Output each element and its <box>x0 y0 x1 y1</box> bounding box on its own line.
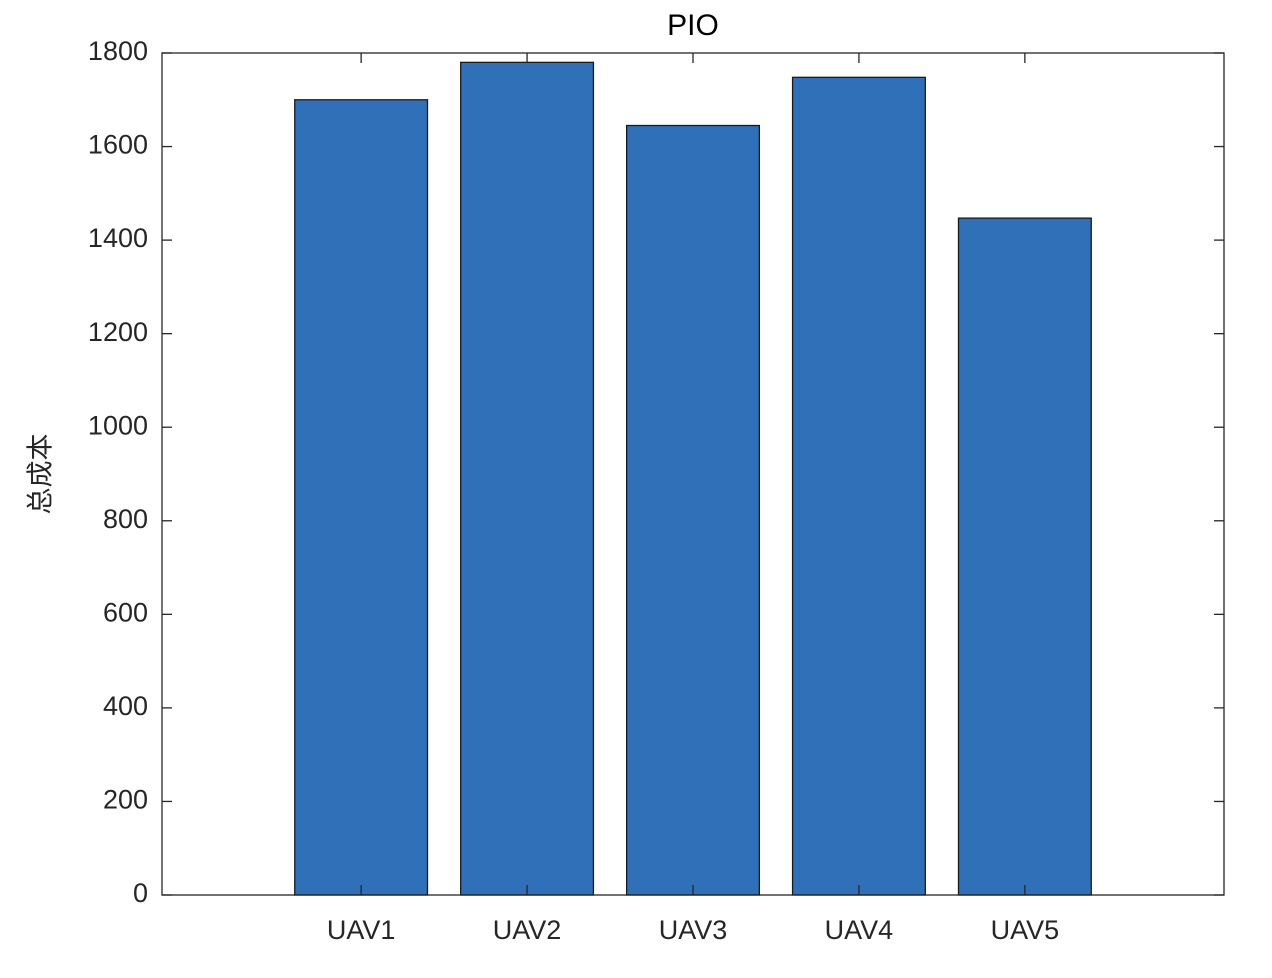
y-tick-label: 200 <box>103 785 148 815</box>
y-tick-label: 1200 <box>88 317 148 347</box>
x-tick-label: UAV5 <box>991 915 1060 945</box>
y-axis-label: 总成本 <box>26 434 57 515</box>
plot-frame <box>161 52 1225 896</box>
y-tick-label: 800 <box>103 504 148 534</box>
bar <box>625 124 761 896</box>
bar <box>791 76 926 896</box>
x-tick-label: UAV2 <box>493 915 562 945</box>
y-tick-label: 1600 <box>88 130 148 160</box>
y-tick-label: 1000 <box>88 410 148 440</box>
x-tick-label: UAV1 <box>327 915 396 945</box>
y-tick-label: 0 <box>133 878 148 908</box>
y-tick-label: 1800 <box>88 36 148 66</box>
y-tick-label: 400 <box>103 691 148 721</box>
bar <box>460 61 595 896</box>
bar <box>957 217 1092 896</box>
x-tick-label: UAV4 <box>825 915 894 945</box>
y-tick-label: 600 <box>103 597 148 627</box>
y-tick-label: 1400 <box>88 223 148 253</box>
x-tick-label: UAV3 <box>659 915 728 945</box>
bar <box>294 99 429 896</box>
chart-title: PIO <box>667 9 719 42</box>
